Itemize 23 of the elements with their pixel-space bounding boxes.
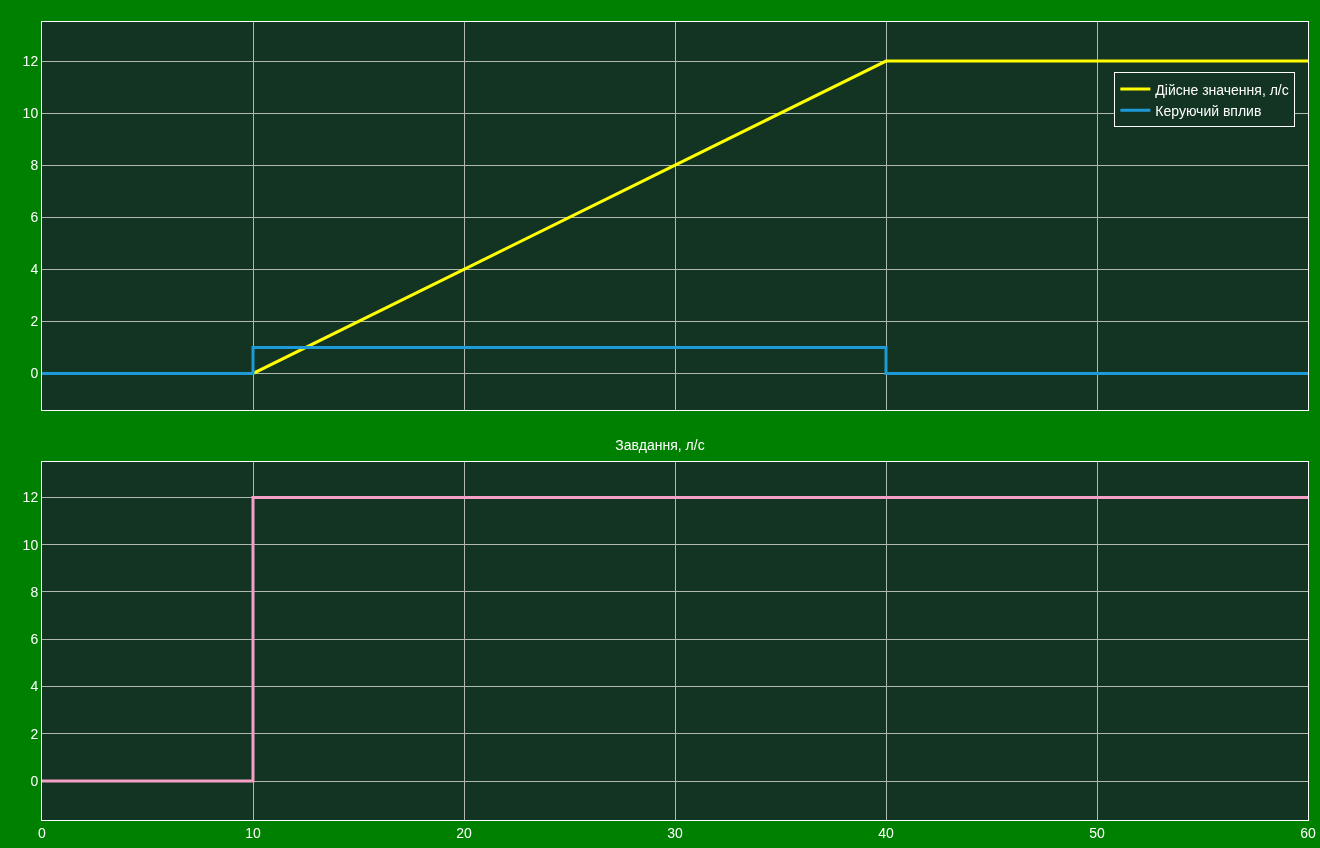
x-tick-label: 20	[456, 824, 472, 841]
y-tick-label: 0	[30, 772, 39, 789]
x-tick-label: 10	[245, 824, 261, 841]
y-tick-label: 4	[30, 678, 39, 695]
y-tick-label: 2	[30, 725, 39, 742]
y-tick-label: 6	[30, 631, 39, 648]
y-tick-label: 4	[30, 261, 39, 278]
x-tick-label: 60	[1300, 824, 1316, 841]
chart-title: Завдання, л/с	[615, 437, 705, 453]
y-tick-label: 0	[30, 365, 39, 382]
y-tick-label: 12	[22, 489, 39, 506]
legend-label: Дійсне значення, л/с	[1155, 81, 1289, 98]
x-tick-label: 50	[1089, 824, 1105, 841]
y-tick-label: 8	[30, 583, 39, 600]
y-tick-label: 6	[30, 209, 39, 226]
y-tick-label: 12	[22, 52, 39, 69]
x-tick-label: 30	[667, 824, 683, 841]
x-tick-label: 40	[878, 824, 894, 841]
y-tick-label: 10	[22, 105, 39, 122]
legend-label: Керуючий вплив	[1155, 102, 1262, 119]
y-tick-label: 2	[30, 313, 39, 330]
y-tick-label: 10	[22, 536, 39, 553]
y-tick-label: 8	[30, 157, 39, 174]
